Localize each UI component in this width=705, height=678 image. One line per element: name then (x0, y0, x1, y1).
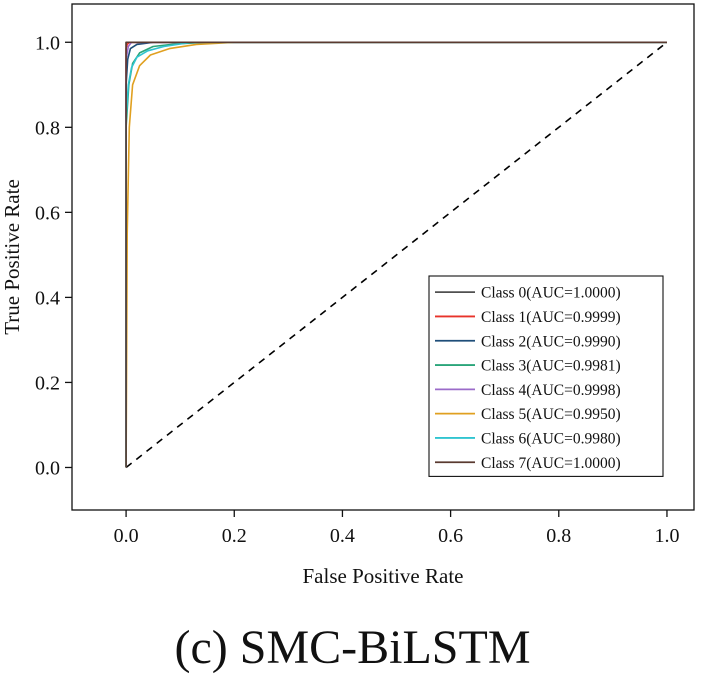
legend-label-class-0: Class 0(AUC=1.0000) (481, 285, 621, 302)
x-tick-label: 0.2 (222, 525, 247, 547)
legend-label-class-4: Class 4(AUC=0.9998) (481, 382, 621, 399)
chance-diagonal (125, 41, 668, 469)
roc-chart: 0.0 0.2 0.4 0.6 0.8 1.0 0.0 0.2 0.4 0.6 0.8 1.0 Fal… (0, 3, 695, 588)
legend-label-class-3: Class 3(AUC=0.9981) (481, 358, 621, 375)
y-tick-label: 0.2 (35, 372, 60, 394)
legend-label-class-5: Class 5(AUC=0.9950) (481, 406, 621, 423)
x-tick-label: 0.6 (438, 525, 463, 547)
y-tick-label: 0.8 (35, 117, 60, 139)
y-axis-label: True Positive Rate (0, 179, 24, 335)
figure-caption: (c) SMC-BiLSTM (174, 621, 531, 674)
y-tick-label: 0.4 (35, 287, 60, 309)
x-axis-label: False Positive Rate (303, 564, 464, 588)
legend-label-class-1: Class 1(AUC=0.9999) (481, 309, 621, 326)
roc-curve-class-7 (125, 41, 667, 468)
x-tick-label: 0.0 (114, 525, 139, 547)
legend-label-class-6: Class 6(AUC=0.9980) (481, 430, 621, 447)
legend: Class 0(AUC=1.0000) Class 1(AUC=0.9999) Cl… (428, 275, 664, 477)
legend-label-class-2: Class 2(AUC=0.9990) (481, 333, 621, 350)
plot-frame (71, 3, 695, 511)
legend-label-class-7: Class 7(AUC=1.0000) (481, 455, 621, 472)
roc-curves (125, 41, 668, 469)
roc-curve-class-5 (125, 41, 667, 468)
x-tick-label: 0.8 (546, 525, 571, 547)
y-tick-label: 1.0 (35, 32, 60, 54)
y-tick-label: 0.6 (35, 202, 60, 224)
x-tick-label: 1.0 (654, 525, 679, 547)
legend-box (428, 275, 664, 477)
x-tick-label: 0.4 (330, 525, 355, 547)
y-tick-label: 0.0 (35, 457, 60, 479)
axis-ticks: 0.0 0.2 0.4 0.6 0.8 1.0 0.0 0.2 0.4 0.6 0.8 1.0 (35, 32, 679, 547)
